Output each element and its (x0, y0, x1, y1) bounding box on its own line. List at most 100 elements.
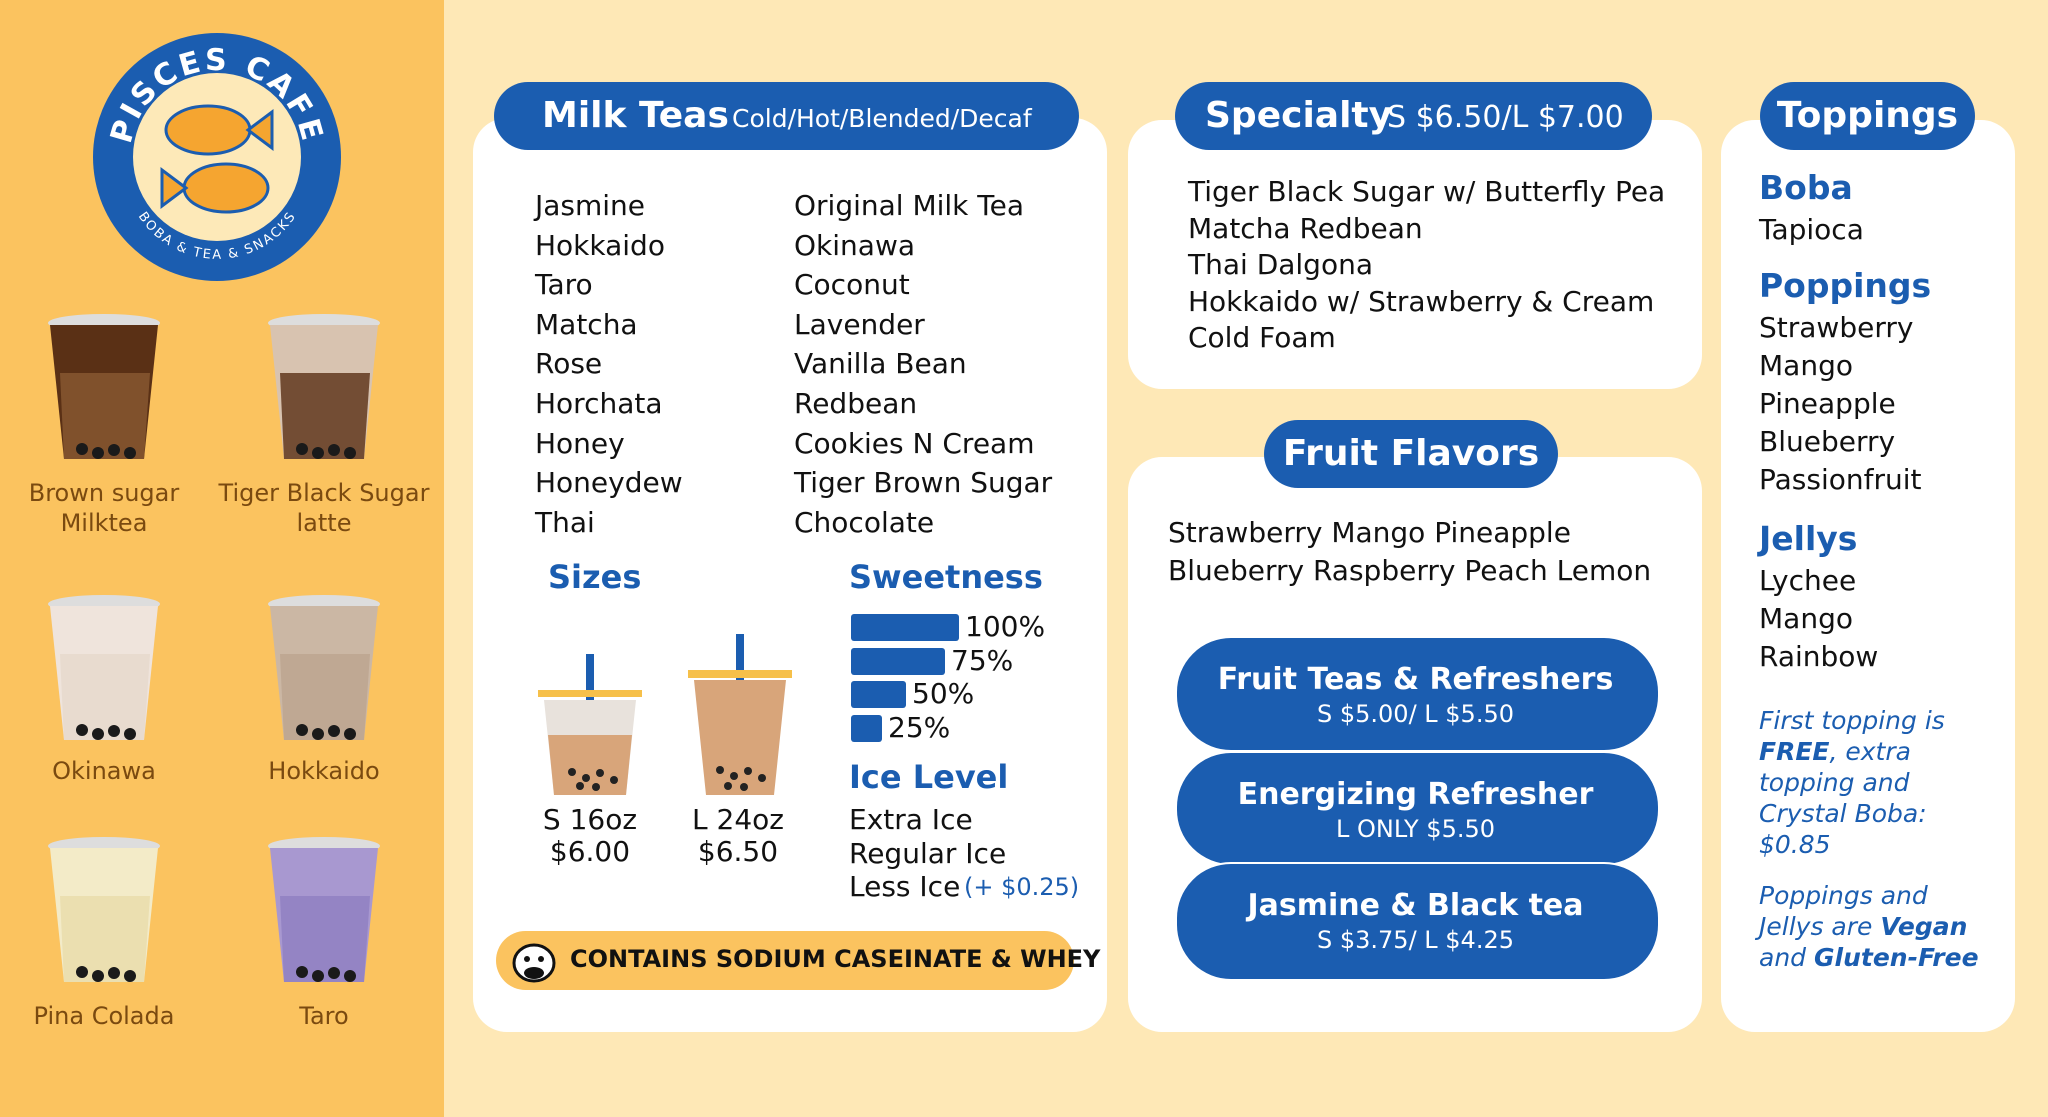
drink-name: Tiger Black Sugar latte (218, 479, 430, 537)
menu-item: Thai Dalgona (1188, 248, 1373, 282)
topping-item: Passionfruit (1759, 463, 1922, 496)
topping-item: Strawberry (1759, 311, 1914, 344)
milk-tea-header: Milk Teas Cold/Hot/Blended/Decaf (494, 82, 1079, 150)
fruit-line: Blueberry Raspberry Peach Lemon (1168, 554, 1652, 587)
note-part: Gluten-Free (1813, 943, 1979, 972)
menu-item: Honey (535, 426, 625, 460)
section-title: Fruit Flavors (1282, 433, 1540, 474)
topping-group: Boba (1759, 168, 1853, 207)
allergen-banner: CONTAINS SODIUM CASEINATE & WHEY (496, 931, 1100, 990)
cup (48, 595, 160, 740)
pill-price: S $3.75/ L $4.25 (1317, 926, 1514, 954)
topping-item: Mango (1759, 602, 1853, 635)
menu-item: Honeydew (535, 466, 683, 500)
cup (48, 837, 160, 982)
drink-photo (46, 313, 162, 467)
sweetness-bar (851, 681, 906, 708)
milk-tea-card (473, 118, 1107, 1032)
pill-name: Energizing Refresher (1237, 777, 1594, 812)
menu-item: Cold Foam (1188, 321, 1336, 355)
sweetness-label: 100% (965, 610, 1046, 643)
sweetness-bar (851, 647, 945, 675)
size-label: S 16oz (542, 803, 638, 836)
sizes-title: Sizes (548, 558, 642, 596)
section-price: S $6.50/L $7.00 (1387, 100, 1624, 135)
cup (268, 837, 380, 982)
logo: PISCES CAFE BOBA & TEA & SNACKS (93, 33, 341, 281)
drink-photo (46, 836, 162, 990)
drink-photo (266, 594, 382, 748)
menu-item: Coconut (794, 268, 910, 302)
pill (1175, 862, 1660, 981)
ice-item: Regular Ice (849, 836, 1007, 870)
menu-item: Original Milk Tea (794, 189, 1025, 222)
ice-item: Less Ice (849, 870, 961, 903)
size-cups (538, 634, 792, 795)
fruit-line: Strawberry Mango Pineapple (1168, 516, 1571, 549)
menu-item: Matcha Redbean (1188, 211, 1423, 245)
menu-item: Matcha (535, 307, 638, 341)
pill-name: Jasmine & Black tea (1247, 888, 1584, 923)
note-part: , extra topping and Crystal Boba: $0.85 (1759, 737, 1927, 859)
toppings-card (1721, 120, 2015, 1032)
pill-name: Fruit Teas & Refreshers (1217, 662, 1614, 697)
topping-item: Lychee (1759, 564, 1857, 597)
topping-note: Poppings and Jellys are Vegan and Gluten… (1759, 880, 1999, 973)
pill-price: S $5.00/ L $5.50 (1317, 700, 1514, 728)
note-part: and (1759, 943, 1814, 972)
menu-item: Rose (535, 347, 603, 381)
menu-item: Tiger Black Sugar w/ Butterfly Pea (1188, 175, 1666, 208)
size-label: L 24oz (692, 803, 784, 836)
cup (268, 595, 380, 740)
section-title: Specialty (1205, 95, 1393, 136)
menu-item: Okinawa (794, 228, 915, 262)
menu-item: Hokkaido w/ Strawberry & Cream (1188, 284, 1655, 318)
cow-icon (512, 943, 556, 983)
ice-note: (+ $0.25) (964, 873, 1080, 901)
size-price: $6.50 (697, 835, 779, 868)
topping-item: Pineapple (1759, 387, 1896, 420)
cup (268, 314, 380, 459)
drink-name: Taro (299, 1002, 349, 1030)
toppings-header: Toppings (1760, 82, 1975, 150)
topping-group: Poppings (1759, 266, 1932, 305)
menu-item: Cookies N Cream (794, 426, 1035, 460)
menu-item: Redbean (794, 387, 918, 420)
sweetness-label: 25% (888, 710, 951, 744)
menu-item: Tiger Brown Sugar (794, 466, 1053, 500)
drink-name: Pina Colada (33, 1002, 175, 1030)
note-part: First topping is (1759, 706, 1945, 735)
topping-group: Jellys (1759, 519, 1858, 558)
drink-name: Brown sugar Milktea (28, 479, 180, 537)
drink-name: Hokkaido (268, 757, 380, 785)
note-part: FREE (1759, 737, 1830, 766)
pill-price: L ONLY $5.50 (1335, 815, 1496, 843)
section-subtitle: Cold/Hot/Blended/Decaf (732, 104, 1032, 133)
menu-item: Hokkaido (535, 228, 665, 262)
menu-item: Taro (535, 268, 593, 302)
topping-item: Mango (1759, 349, 1853, 382)
menu-item: Jasmine (535, 189, 646, 222)
fruit-header: Fruit Flavors (1264, 420, 1558, 488)
drink-photo (46, 594, 162, 748)
specialty-header: Specialty S $6.50/L $7.00 (1175, 82, 1652, 150)
topping-item: Blueberry (1759, 425, 1896, 458)
note-part: Vegan (1880, 912, 1968, 941)
menu-item: Lavender (794, 307, 925, 341)
menu-item: Vanilla Bean (794, 347, 967, 381)
sweetness-title: Sweetness (849, 558, 1043, 596)
pill (1175, 751, 1660, 866)
menu-item: Chocolate (794, 505, 935, 539)
size-price: $6.00 (549, 835, 631, 868)
specialty-card (1128, 120, 1702, 389)
section-title: Milk Teas (542, 95, 729, 136)
sweetness-label: 50% (912, 677, 975, 710)
ice-title: Ice Level (849, 758, 1009, 796)
sweetness-label: 75% (951, 643, 1014, 677)
topping-item: Tapioca (1759, 213, 1864, 246)
menu-item: Horchata (535, 387, 663, 420)
ice-item: Extra Ice (849, 803, 973, 836)
menu-item: Thai (535, 505, 595, 539)
drink-name: Okinawa (52, 757, 156, 785)
